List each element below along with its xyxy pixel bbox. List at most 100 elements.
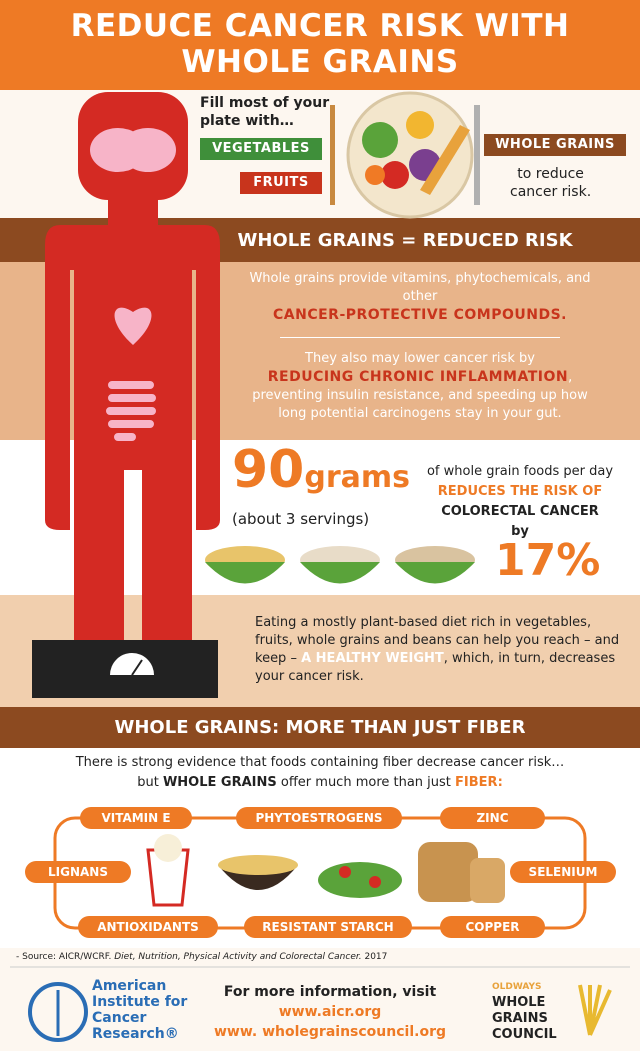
shape	[381, 161, 409, 189]
nutrient-pill: RESISTANT STARCH	[244, 916, 412, 938]
highlight: A HEALTHY WEIGHT	[301, 651, 444, 666]
shape	[218, 855, 298, 875]
text: For more information, visit	[223, 984, 437, 1000]
title: WHOLE GRAINS	[181, 44, 459, 80]
fork	[330, 105, 335, 205]
shape	[418, 842, 478, 902]
brain-icon	[90, 128, 176, 172]
shape	[369, 876, 381, 888]
grain-bowls	[205, 546, 475, 584]
intestine-icon	[106, 381, 156, 441]
highlight: REDUCES THE RISK OF	[437, 484, 603, 499]
shape	[205, 562, 285, 584]
intro-text: Fill most of your plate with…	[200, 94, 329, 130]
tag-bg	[240, 172, 322, 194]
shape	[300, 562, 380, 584]
text: Eating a mostly plant-based diet rich in…	[255, 615, 620, 666]
fiber-text: There is strong evidence that foods cont…	[0, 753, 640, 793]
nutrient-pill: ZINC	[440, 807, 545, 829]
stat-text: of whole grain foods per day REDUCES THE …	[400, 462, 640, 542]
vegetables-tag: VEGETABLES	[212, 141, 310, 156]
shape	[318, 862, 402, 898]
nutrient-pill: ANTIOXIDANTS	[78, 916, 218, 938]
text: COLORECTAL CANCER	[441, 504, 599, 519]
highlight: WHOLE GRAINS	[162, 775, 277, 790]
food-icons	[146, 834, 505, 907]
text: OLDWAYS	[492, 982, 542, 992]
wheat-logo	[578, 984, 612, 1036]
fruits-tag: FRUITS	[253, 175, 309, 190]
paragraph: Eating a mostly plant-based diet rich in…	[255, 614, 625, 686]
whole-grains-tag: WHOLE GRAINS	[495, 137, 615, 152]
shape	[406, 111, 434, 139]
shape	[470, 858, 505, 903]
percent: 17%	[495, 535, 601, 586]
url: www.aicr.org	[278, 1004, 382, 1020]
nutrient-pill: LIGNANS	[25, 861, 131, 883]
text: of whole grain foods per day	[426, 464, 614, 479]
text: GRAINS	[492, 1011, 548, 1026]
paragraph: They also may lower cancer risk by REDUCI…	[240, 350, 600, 423]
dial-needle	[131, 659, 143, 676]
band	[0, 707, 640, 748]
tag-bg	[484, 134, 626, 156]
shape	[339, 866, 351, 878]
text: , preventing insulin resistance, and spe…	[252, 370, 588, 421]
text: offer much more than just	[280, 775, 451, 790]
unit: grams	[304, 460, 411, 495]
shape	[395, 562, 475, 584]
url: www. wholegrainscouncil.org	[214, 1024, 446, 1040]
aicr-logo-text: American Institute for Cancer Research®	[92, 978, 188, 1042]
shape	[154, 834, 182, 862]
text: - Source: AICR/WCRF.	[16, 952, 112, 962]
text: Fill most of your	[200, 95, 330, 111]
text: plate with…	[200, 113, 294, 129]
scale-dial	[110, 653, 154, 675]
shape	[108, 195, 158, 225]
section-heading: WHOLE GRAINS: MORE THAN JUST FIBER	[114, 717, 526, 738]
text: but	[137, 775, 159, 790]
nutrient-pill: SELENIUM	[510, 861, 616, 883]
nutrient-pill: VITAMIN E	[80, 807, 192, 829]
plate-food	[362, 111, 470, 195]
paragraph: Whole grains provide vitamins, phytochem…	[240, 270, 600, 325]
aicr-logo	[28, 982, 88, 1042]
text: Whole grains provide vitamins, phytochem…	[249, 271, 591, 304]
more-info: For more information, visit www.aicr.org w…	[200, 982, 460, 1042]
highlight: CANCER-PROTECTIVE COMPOUNDS.	[273, 307, 567, 323]
shape	[120, 128, 176, 172]
shape	[420, 125, 470, 195]
human-figure	[45, 92, 220, 640]
shape	[362, 122, 398, 158]
separator	[280, 337, 560, 338]
title: REDUCE CANCER RISK WITH	[70, 8, 570, 44]
wgc-logo-text: OLDWAYS WHOLE GRAINS COUNCIL	[492, 978, 557, 1043]
source: - Source: AICR/WCRF. Diet, Nutrition, Ph…	[16, 952, 387, 962]
text: There is strong evidence that foods cont…	[75, 755, 565, 770]
white-section	[0, 748, 640, 948]
highlight: REDUCING CHRONIC INFLAMMATION	[267, 369, 569, 385]
knife	[474, 105, 480, 205]
tag-bg	[200, 138, 322, 160]
text: They also may lower cancer risk by	[305, 351, 535, 366]
servings: (about 3 servings)	[232, 510, 370, 528]
nutrient-pill: PHYTOESTROGENS	[236, 807, 402, 829]
header-band	[0, 0, 640, 90]
outro-text: to reduce cancer risk.	[510, 165, 591, 201]
text: COUNCIL	[492, 1027, 557, 1042]
heart-icon	[114, 307, 152, 345]
text: 2017	[364, 952, 388, 962]
text: cancer risk.	[510, 184, 592, 200]
number: 90	[232, 440, 305, 500]
highlight: FIBER:	[455, 775, 503, 790]
stat-amount: 90grams	[232, 440, 410, 500]
section-heading: WHOLE GRAINS = REDUCED RISK	[237, 230, 573, 251]
shape	[45, 225, 220, 640]
text: Diet, Nutrition, Physical Activity and C…	[114, 952, 362, 962]
shape	[365, 165, 385, 185]
nutrient-pill: COPPER	[440, 916, 545, 938]
text: WHOLE	[492, 995, 546, 1010]
text: to reduce	[517, 166, 584, 182]
